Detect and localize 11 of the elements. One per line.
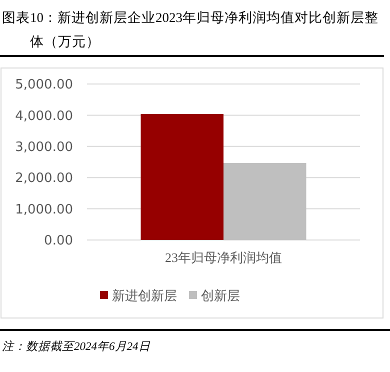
legend-label: 新进创新层 [112,288,177,303]
y-tick-label: 2,000.00 [15,171,73,186]
y-tick-label: 5,000.00 [15,78,73,93]
x-tick-label: 23年归母净利润均值 [165,250,282,265]
y-tick-label: 1,000.00 [15,202,73,218]
chart-title: 图表10：新进创新层企业2023年归母净利润均值对比创新层整体（万元） [2,10,378,49]
y-tick-label: 3,000.00 [15,140,73,155]
legend-label: 创新层 [201,288,240,303]
y-tick-label: 4,000.00 [15,108,73,124]
y-tick-label: 0.00 [44,234,73,249]
text: 注：数据截至2024年6月24日 [2,340,150,353]
